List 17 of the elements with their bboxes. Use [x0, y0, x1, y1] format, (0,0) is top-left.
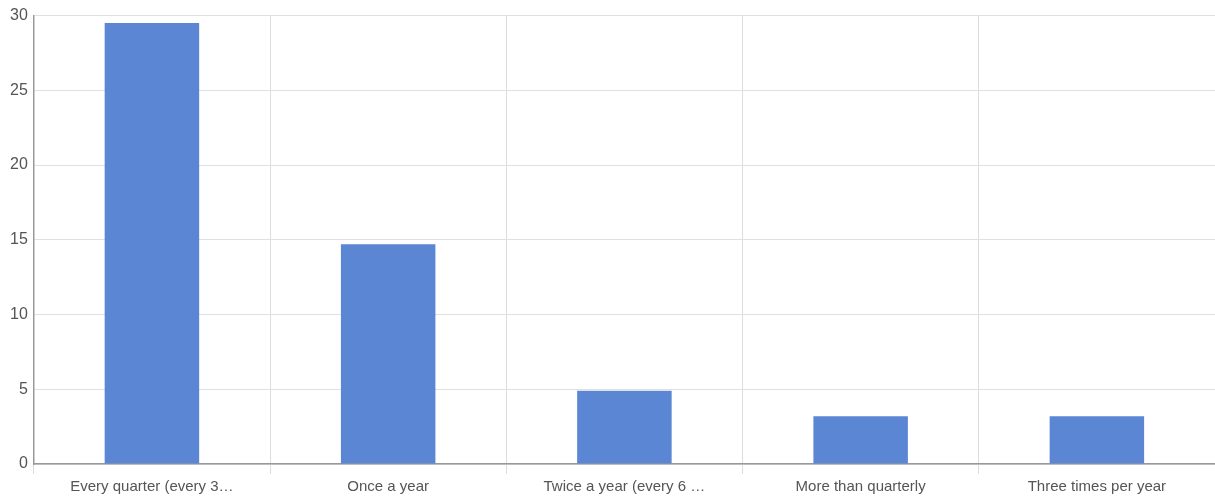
y-tick-label: 0 [18, 454, 28, 472]
y-tick-label: 5 [18, 379, 28, 397]
bar [104, 23, 200, 464]
bar [340, 244, 436, 464]
y-tick-label: 20 [10, 155, 28, 173]
y-tick-label: 25 [10, 80, 28, 98]
x-tick-label: Once a year [347, 477, 430, 495]
bar [1049, 416, 1145, 464]
x-tick-label: More than quarterly [795, 477, 927, 495]
bar [813, 416, 908, 464]
x-tick-label: Twice a year (every 6 … [543, 477, 706, 495]
x-tick-label: Three times per year [1027, 477, 1167, 495]
y-tick-label: 15 [10, 230, 28, 248]
y-tick-label: 10 [10, 304, 28, 322]
y-tick-label: 30 [10, 6, 28, 24]
x-tick-label: Every quarter (every 3… [70, 477, 234, 495]
bar [577, 390, 672, 464]
